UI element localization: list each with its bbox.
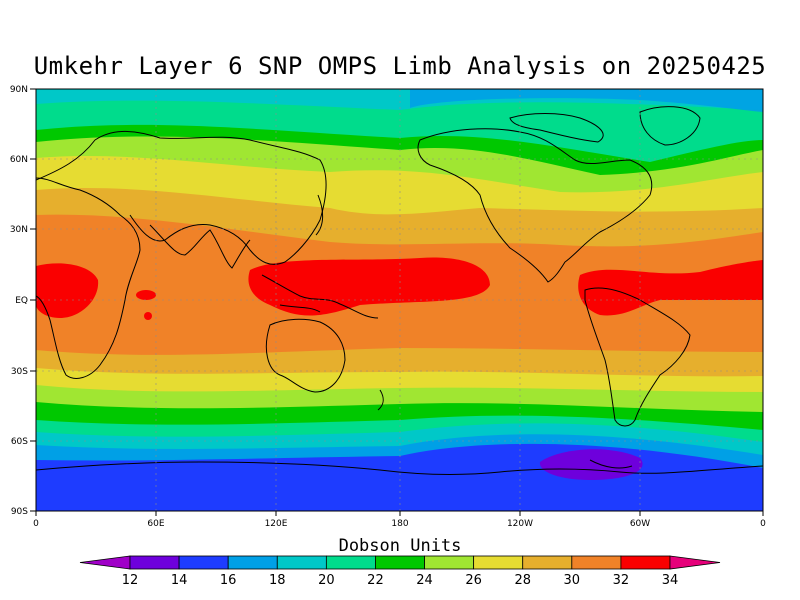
- graticule: [36, 89, 763, 511]
- colorbar-label: 18: [269, 573, 286, 588]
- colorbar-box: [178, 555, 229, 570]
- colorbar-box: [522, 555, 573, 570]
- lon-label-0-west: 0: [33, 519, 39, 529]
- colorbar-box: [276, 555, 327, 570]
- lat-label-60s: 60S: [11, 437, 28, 447]
- colorbar-box: [227, 555, 278, 570]
- eq-max-africa: [36, 263, 99, 318]
- lon-label-180: 180: [391, 519, 408, 529]
- arctic-band: [36, 89, 300, 96]
- lat-label-60n: 60N: [10, 155, 28, 165]
- colorbar-arrow-high: [669, 555, 721, 570]
- eq-max-small-1: [136, 290, 156, 300]
- eq-max-pacific: [248, 257, 490, 316]
- colorbar-box: [571, 555, 622, 570]
- colorbar-box: [424, 555, 475, 570]
- colorbar-arrow-low: [79, 555, 131, 570]
- colorbar-box: [375, 555, 425, 570]
- colorbar-label: 30: [564, 573, 581, 588]
- lon-label-120w: 120W: [507, 519, 533, 529]
- ozone-field: [36, 89, 763, 511]
- colorbar: 12 14 16 18 20 22 24 26 28 30 32 34: [79, 555, 721, 588]
- coastlines: [36, 106, 763, 475]
- lat-label-30s: 30S: [11, 367, 28, 377]
- colorbar-label: 34: [662, 573, 679, 588]
- map-title: Umkehr Layer 6 SNP OMPS Limb Analysis on…: [33, 52, 767, 80]
- lon-label-120e: 120E: [265, 519, 288, 529]
- axis-ticks: [30, 88, 764, 516]
- lon-label-60e: 60E: [147, 519, 164, 529]
- colorbar-box: [325, 555, 376, 570]
- colorbar-box: [473, 555, 524, 570]
- lat-label-90s: 90S: [11, 507, 28, 517]
- latitude-labels: 90N 60N 30N EQ 30S 60S 90S: [10, 85, 28, 517]
- colorbar-label: 22: [367, 573, 384, 588]
- colorbar-label: 26: [465, 573, 482, 588]
- colorbar-label: 32: [613, 573, 630, 588]
- colorbar-label: 12: [122, 573, 139, 588]
- colorbar-label: 16: [220, 573, 237, 588]
- antarctic-min: [539, 449, 643, 480]
- lat-label-30n: 30N: [10, 225, 28, 235]
- colorbar-label: 24: [416, 573, 433, 588]
- lon-label-0-east: 0: [760, 519, 766, 529]
- colorbar-label: 14: [171, 573, 188, 588]
- colorbar-label: 20: [318, 573, 335, 588]
- colorbar-title: Dobson Units: [338, 536, 462, 556]
- lon-label-60w: 60W: [630, 519, 650, 529]
- longitude-labels: 0 60E 120E 180 120W 60W 0: [33, 519, 766, 529]
- colorbar-box: [620, 555, 671, 570]
- colorbar-label: 28: [514, 573, 531, 588]
- eq-max-small-2: [144, 312, 152, 320]
- lat-label-eq: EQ: [15, 296, 28, 306]
- lat-label-90n: 90N: [10, 85, 28, 95]
- colorbar-box: [129, 555, 180, 570]
- eq-max-america: [578, 260, 763, 316]
- arctic-low: [410, 89, 763, 112]
